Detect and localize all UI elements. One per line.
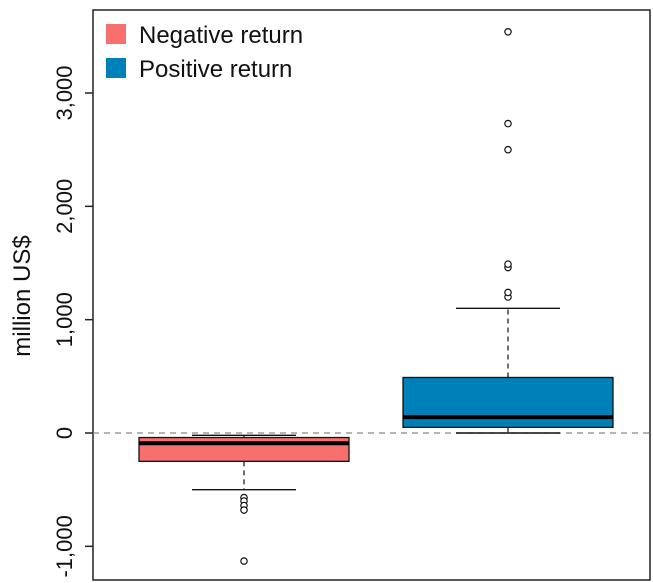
outlier-point — [504, 27, 512, 36]
plot-frame — [92, 9, 651, 581]
outlier-point — [504, 288, 512, 297]
legend-label: Negative return — [139, 22, 303, 49]
box-positive-return — [402, 307, 614, 434]
y-tick-label: 2,000 — [52, 179, 77, 234]
outlier-point — [240, 557, 248, 565]
y-tick-label: -1,000 — [52, 515, 77, 577]
legend-swatch — [106, 24, 126, 44]
y-tick-label: 1,000 — [52, 292, 77, 347]
legend-swatch — [106, 58, 126, 78]
legend-label: Positive return — [139, 56, 292, 83]
box-negative-return — [138, 434, 350, 491]
iqr-box — [138, 436, 350, 462]
outlier-point — [504, 145, 512, 154]
outlier-point — [504, 119, 512, 128]
outlier-point — [504, 260, 512, 268]
y-axis-title: million US$ — [9, 235, 36, 356]
y-tick-label: 0 — [52, 427, 77, 439]
outlier-point — [240, 506, 248, 514]
iqr-box — [402, 376, 614, 428]
y-tick-label: 3,000 — [52, 65, 77, 120]
legend: Negative return Positive return — [106, 22, 303, 83]
